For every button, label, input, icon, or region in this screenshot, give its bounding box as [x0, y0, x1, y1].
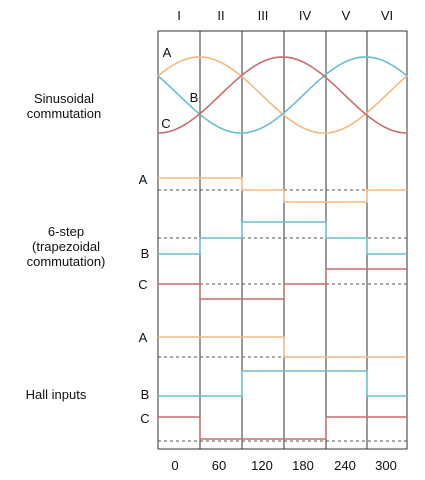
section-label-sixstep-1: 6-step	[48, 224, 84, 239]
degree-label-240: 240	[334, 458, 356, 473]
hall-label-c: C	[140, 411, 149, 426]
hall-wave-b	[158, 370, 407, 397]
section-label-hall: Hall inputs	[26, 387, 87, 402]
degree-label-180: 180	[292, 458, 314, 473]
degree-label-60: 60	[212, 458, 226, 473]
hall-wave-a	[158, 336, 407, 358]
sector-label-4: IV	[299, 8, 312, 23]
hall-wave-c	[158, 416, 407, 440]
sector-label-1: I	[177, 8, 181, 23]
section-label-sinusoidal-1: Sinusoidal	[34, 91, 94, 106]
sixstep-wave-c	[158, 268, 407, 300]
sector-label-3: III	[258, 8, 269, 23]
section-label-sixstep-2: (trapezoidal	[32, 239, 100, 254]
hall-label-b: B	[141, 387, 150, 402]
sixstep-wave-a	[158, 177, 407, 203]
hall-label-a: A	[139, 330, 148, 345]
sine-label-a: A	[163, 45, 172, 60]
sixstep-label-c: C	[138, 277, 147, 292]
degree-label-0: 0	[171, 458, 178, 473]
sixstep-wave-b	[158, 221, 407, 255]
sixstep-label-a: A	[139, 172, 148, 187]
degree-label-300: 300	[375, 458, 397, 473]
sine-label-c: C	[161, 116, 170, 131]
sine-wave-c	[157, 56, 408, 134]
sector-label-2: II	[217, 8, 224, 23]
sixstep-label-b: B	[141, 246, 150, 261]
section-label-sixstep-3: commutation)	[27, 254, 106, 269]
degree-label-120: 120	[251, 458, 273, 473]
sector-label-5: V	[342, 8, 351, 23]
sector-label-6: VI	[381, 8, 393, 23]
section-label-sinusoidal-2: commutation	[27, 106, 101, 121]
sine-label-b: B	[190, 90, 199, 105]
